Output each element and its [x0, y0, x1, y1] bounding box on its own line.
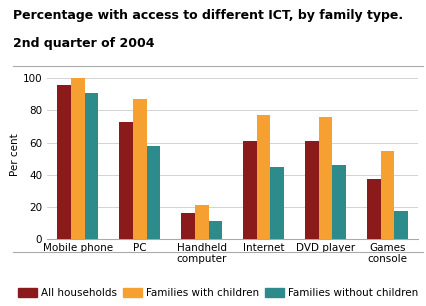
- Bar: [208, 221, 222, 239]
- Bar: [71, 78, 84, 239]
- Legend: All households, Families with children, Families without children: All households, Families with children, …: [18, 288, 417, 298]
- Bar: [366, 179, 380, 239]
- Text: 2nd quarter of 2004: 2nd quarter of 2004: [13, 37, 154, 50]
- Bar: [393, 211, 407, 239]
- Bar: [146, 146, 160, 239]
- Y-axis label: Per cent: Per cent: [10, 133, 20, 176]
- Bar: [270, 166, 283, 239]
- Bar: [58, 85, 71, 239]
- Bar: [380, 151, 393, 239]
- Bar: [243, 141, 256, 239]
- Bar: [133, 99, 146, 239]
- Bar: [181, 213, 195, 239]
- Bar: [305, 141, 318, 239]
- Bar: [331, 165, 345, 239]
- Text: Percentage with access to different ICT, by family type.: Percentage with access to different ICT,…: [13, 9, 402, 22]
- Bar: [195, 205, 208, 239]
- Bar: [256, 115, 270, 239]
- Bar: [119, 122, 133, 239]
- Bar: [84, 93, 98, 239]
- Bar: [318, 117, 331, 239]
